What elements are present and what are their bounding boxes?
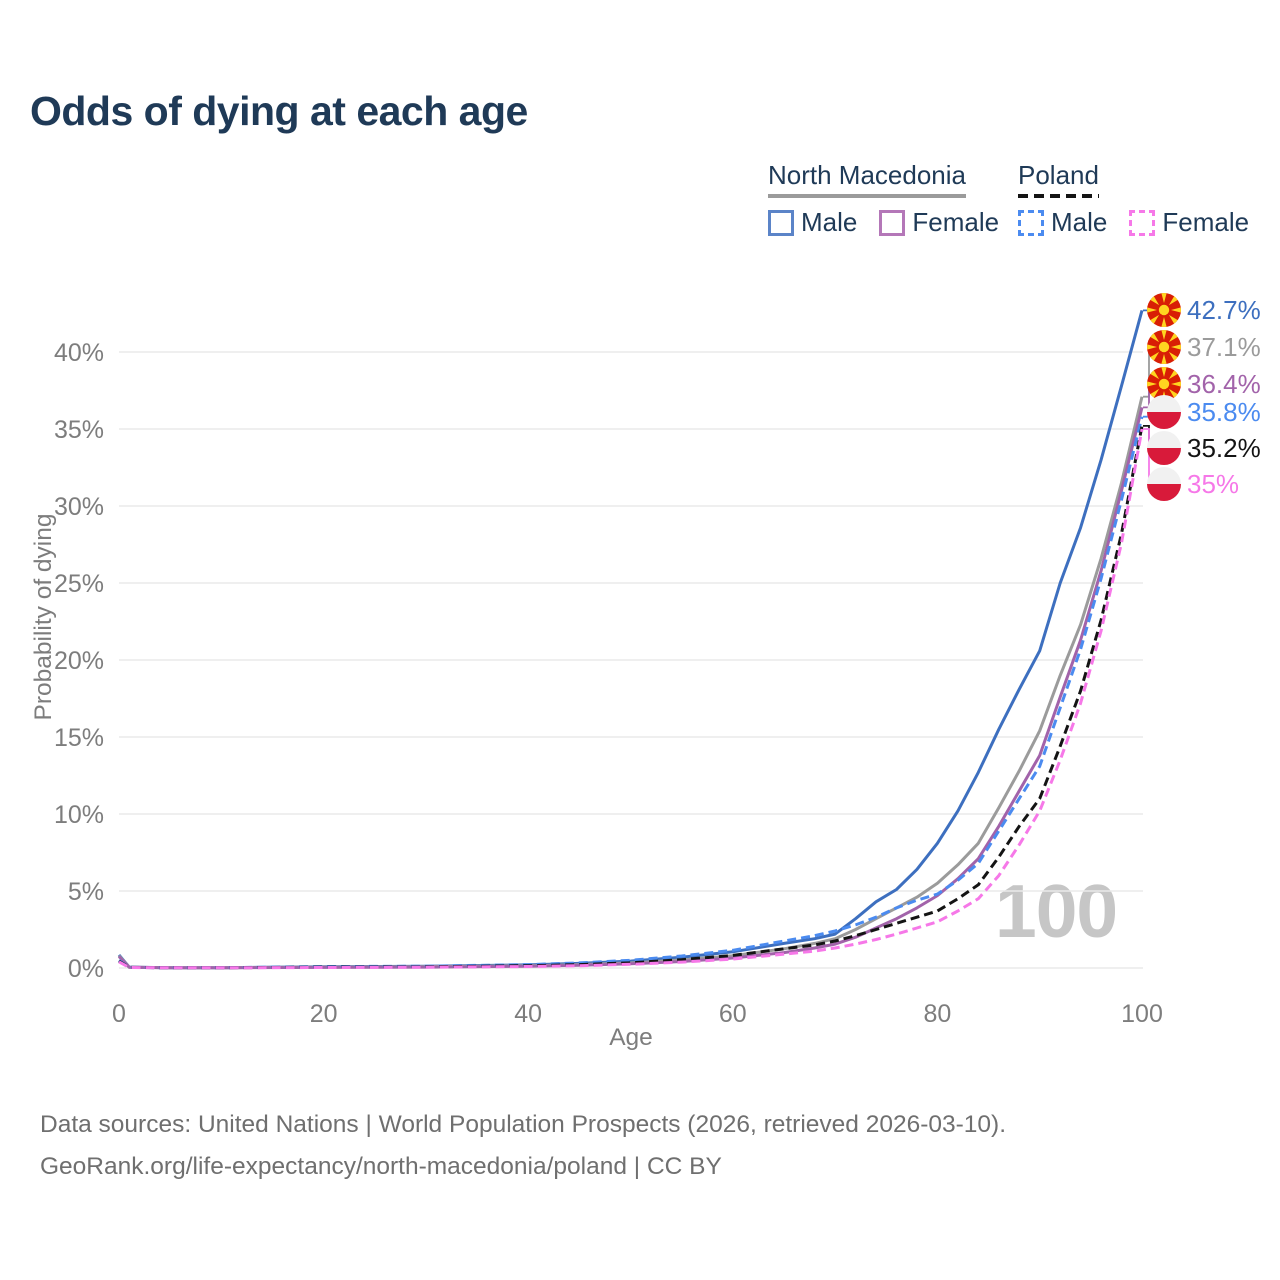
x-tick-label: 100: [1121, 1000, 1163, 1028]
page-title: Odds of dying at each age: [30, 88, 528, 134]
x-tick-label: 20: [310, 1000, 338, 1028]
legend-items-poland: Male Female: [1018, 207, 1249, 238]
legend-group-poland: Poland Male Female: [1018, 160, 1249, 238]
end-label-north-macedonia-male: 42.7%: [1147, 293, 1261, 327]
x-tick-label: 80: [923, 1000, 951, 1028]
y-tick-label: 40%: [54, 339, 104, 367]
poland-flag-icon: [1147, 431, 1181, 465]
y-tick-label: 10%: [54, 801, 104, 829]
north-macedonia-flag-icon: [1147, 293, 1181, 327]
x-tick-label: 0: [112, 1000, 126, 1028]
legend-item-label: Male: [801, 207, 858, 237]
north-macedonia-flag-icon: [1147, 330, 1181, 364]
north-macedonia-line-style-key: [768, 194, 966, 198]
legend-item-poland-female[interactable]: Female: [1129, 207, 1249, 238]
x-tick-label: 40: [514, 1000, 542, 1028]
legend-item-north-macedonia-male[interactable]: Male: [768, 207, 857, 238]
legend-item-north-macedonia-female[interactable]: Female: [879, 207, 999, 238]
end-label-north-macedonia-female: 36.4%: [1147, 367, 1261, 401]
y-tick-label: 15%: [54, 724, 104, 752]
legend-group-north-macedonia: North Macedonia Male Female: [768, 160, 999, 238]
series-line-poland-female: [118, 428, 1144, 970]
checkbox-icon: [768, 209, 794, 236]
x-axis-title: Age: [609, 1024, 653, 1051]
y-tick-label: 0%: [68, 955, 104, 983]
end-label-value-north-macedonia-male: 42.7%: [1187, 294, 1261, 325]
series-line-north-macedonia-female: [117, 407, 1144, 970]
end-label-value-north-macedonia-female: 36.4%: [1187, 368, 1261, 399]
end-label-value-poland-female: 35%: [1187, 468, 1240, 499]
poland-flag-icon: [1147, 395, 1181, 429]
footer-attribution: GeoRank.org/life-expectancy/north-macedo…: [40, 1153, 722, 1180]
legend-country-poland[interactable]: Poland: [1018, 160, 1099, 198]
y-tick-label: 30%: [54, 493, 104, 521]
legend-country-poland-label: Poland: [1018, 160, 1099, 190]
legend-item-poland-male[interactable]: Male: [1018, 207, 1107, 238]
end-label-value-north-macedonia-total: 37.1%: [1187, 331, 1261, 362]
y-axis-title: Probability of dying: [30, 513, 57, 721]
end-label-poland-total: 35.2%: [1147, 431, 1261, 465]
end-label-poland-male: 35.8%: [1147, 395, 1261, 429]
legend-item-label: Male: [1051, 207, 1108, 237]
poland-flag-icon: [1147, 467, 1181, 501]
legend-country-north-macedonia[interactable]: North Macedonia: [768, 160, 966, 198]
age-watermark: 100: [995, 869, 1118, 953]
y-tick-label: 20%: [54, 647, 104, 675]
legend-item-label: Female: [912, 207, 1000, 237]
y-tick-label: 25%: [54, 570, 104, 598]
series-line-poland-male: [118, 416, 1144, 970]
end-label-value-poland-total: 35.2%: [1187, 432, 1261, 463]
legend-items-north-macedonia: Male Female: [768, 207, 999, 238]
y-tick-label: 5%: [68, 878, 104, 906]
legend-country-north-macedonia-label: North Macedonia: [768, 160, 966, 190]
series-line-north-macedonia-male: [117, 310, 1144, 970]
checkbox-icon: [1018, 209, 1044, 236]
footer-data-sources: Data sources: United Nations | World Pop…: [40, 1111, 1007, 1138]
footer: Data sources: United Nations | World Pop…: [40, 1104, 1006, 1188]
checkbox-icon: [879, 209, 906, 236]
legend-item-label: Female: [1162, 207, 1250, 237]
y-tick-label: 35%: [54, 416, 104, 444]
checkbox-icon: [1129, 209, 1156, 236]
end-label-value-poland-male: 35.8%: [1187, 396, 1261, 427]
end-label-north-macedonia-total: 37.1%: [1147, 330, 1261, 364]
series-line-north-macedonia: [117, 396, 1144, 970]
poland-line-style-key: [1018, 194, 1099, 198]
x-tick-label: 60: [719, 1000, 747, 1028]
end-label-poland-female: 35%: [1147, 467, 1239, 501]
